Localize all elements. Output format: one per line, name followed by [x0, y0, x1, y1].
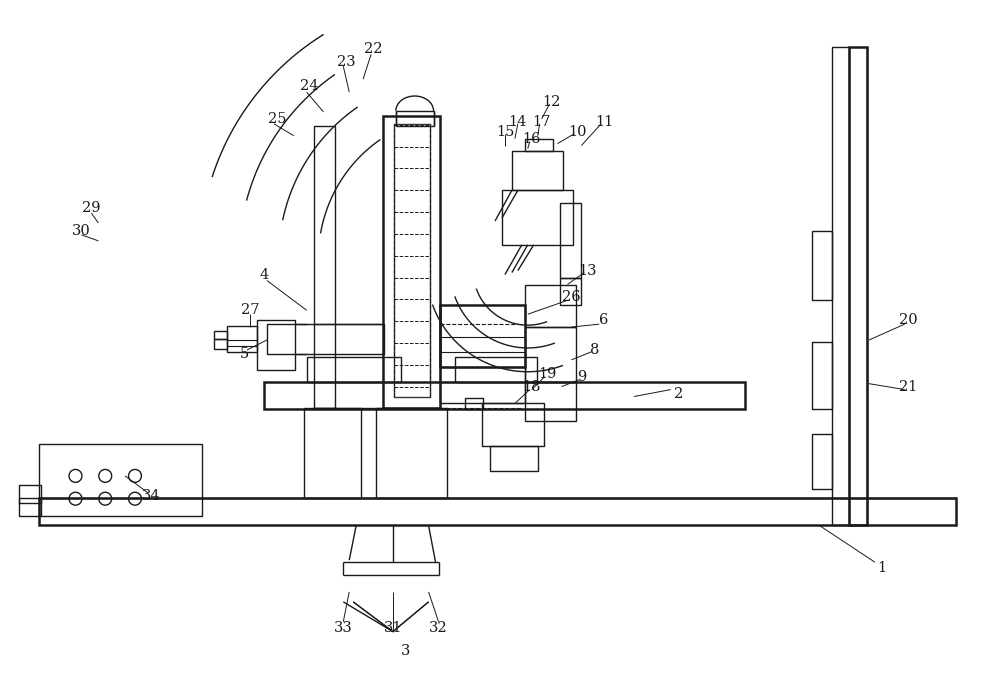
Bar	[455, 357, 537, 382]
Bar	[560, 203, 581, 278]
Bar	[490, 446, 538, 471]
Bar	[832, 48, 849, 526]
Text: 23: 23	[337, 55, 356, 70]
Bar	[214, 331, 227, 339]
Bar	[383, 116, 440, 409]
Text: 15: 15	[496, 125, 514, 138]
Bar	[314, 125, 335, 409]
Text: 32: 32	[429, 621, 448, 635]
Bar	[264, 382, 745, 409]
Text: 14: 14	[509, 115, 527, 129]
Bar	[525, 286, 576, 327]
Text: 6: 6	[599, 313, 609, 327]
Text: 13: 13	[578, 263, 597, 278]
Text: 30: 30	[72, 224, 91, 238]
Bar	[525, 138, 553, 151]
Text: 5: 5	[239, 347, 249, 361]
Bar	[525, 382, 576, 421]
Bar	[19, 485, 41, 503]
Bar	[376, 409, 447, 498]
Bar	[227, 326, 257, 352]
Bar	[465, 398, 483, 409]
Text: 34: 34	[142, 489, 160, 503]
Text: 19: 19	[538, 367, 557, 381]
Text: 20: 20	[899, 313, 918, 327]
Text: 17: 17	[532, 115, 551, 129]
Text: 29: 29	[82, 201, 101, 215]
Bar	[394, 124, 430, 396]
Text: 12: 12	[542, 95, 561, 109]
Bar	[19, 498, 41, 516]
Text: 2: 2	[674, 387, 683, 400]
Bar	[812, 231, 832, 300]
Text: 31: 31	[384, 621, 402, 635]
Bar	[512, 151, 563, 190]
Text: 8: 8	[590, 343, 599, 357]
Bar	[304, 409, 361, 498]
Text: 18: 18	[522, 380, 541, 394]
Bar	[396, 111, 434, 125]
Bar	[502, 190, 573, 245]
Text: 21: 21	[899, 380, 918, 394]
Text: 25: 25	[268, 112, 286, 125]
Bar	[849, 48, 867, 526]
Bar	[39, 444, 202, 516]
Text: 16: 16	[522, 132, 541, 146]
Bar	[257, 320, 295, 370]
Text: 11: 11	[595, 115, 613, 129]
Bar	[812, 342, 832, 409]
Text: 4: 4	[259, 267, 269, 282]
Text: 10: 10	[568, 125, 587, 138]
Bar	[440, 306, 525, 367]
Bar	[39, 498, 956, 526]
Text: 33: 33	[334, 621, 353, 635]
Bar	[267, 324, 384, 354]
Bar	[525, 327, 576, 382]
Text: 9: 9	[577, 370, 586, 384]
Text: 3: 3	[401, 644, 410, 658]
Bar	[307, 357, 401, 382]
Bar	[214, 339, 227, 349]
Text: 26: 26	[562, 291, 581, 304]
Bar	[560, 278, 581, 306]
Bar	[440, 367, 525, 404]
Text: 1: 1	[877, 561, 886, 575]
Bar	[812, 434, 832, 489]
Text: 24: 24	[300, 79, 319, 93]
Bar	[482, 404, 544, 446]
Text: 27: 27	[241, 303, 259, 317]
Text: 22: 22	[364, 42, 382, 57]
